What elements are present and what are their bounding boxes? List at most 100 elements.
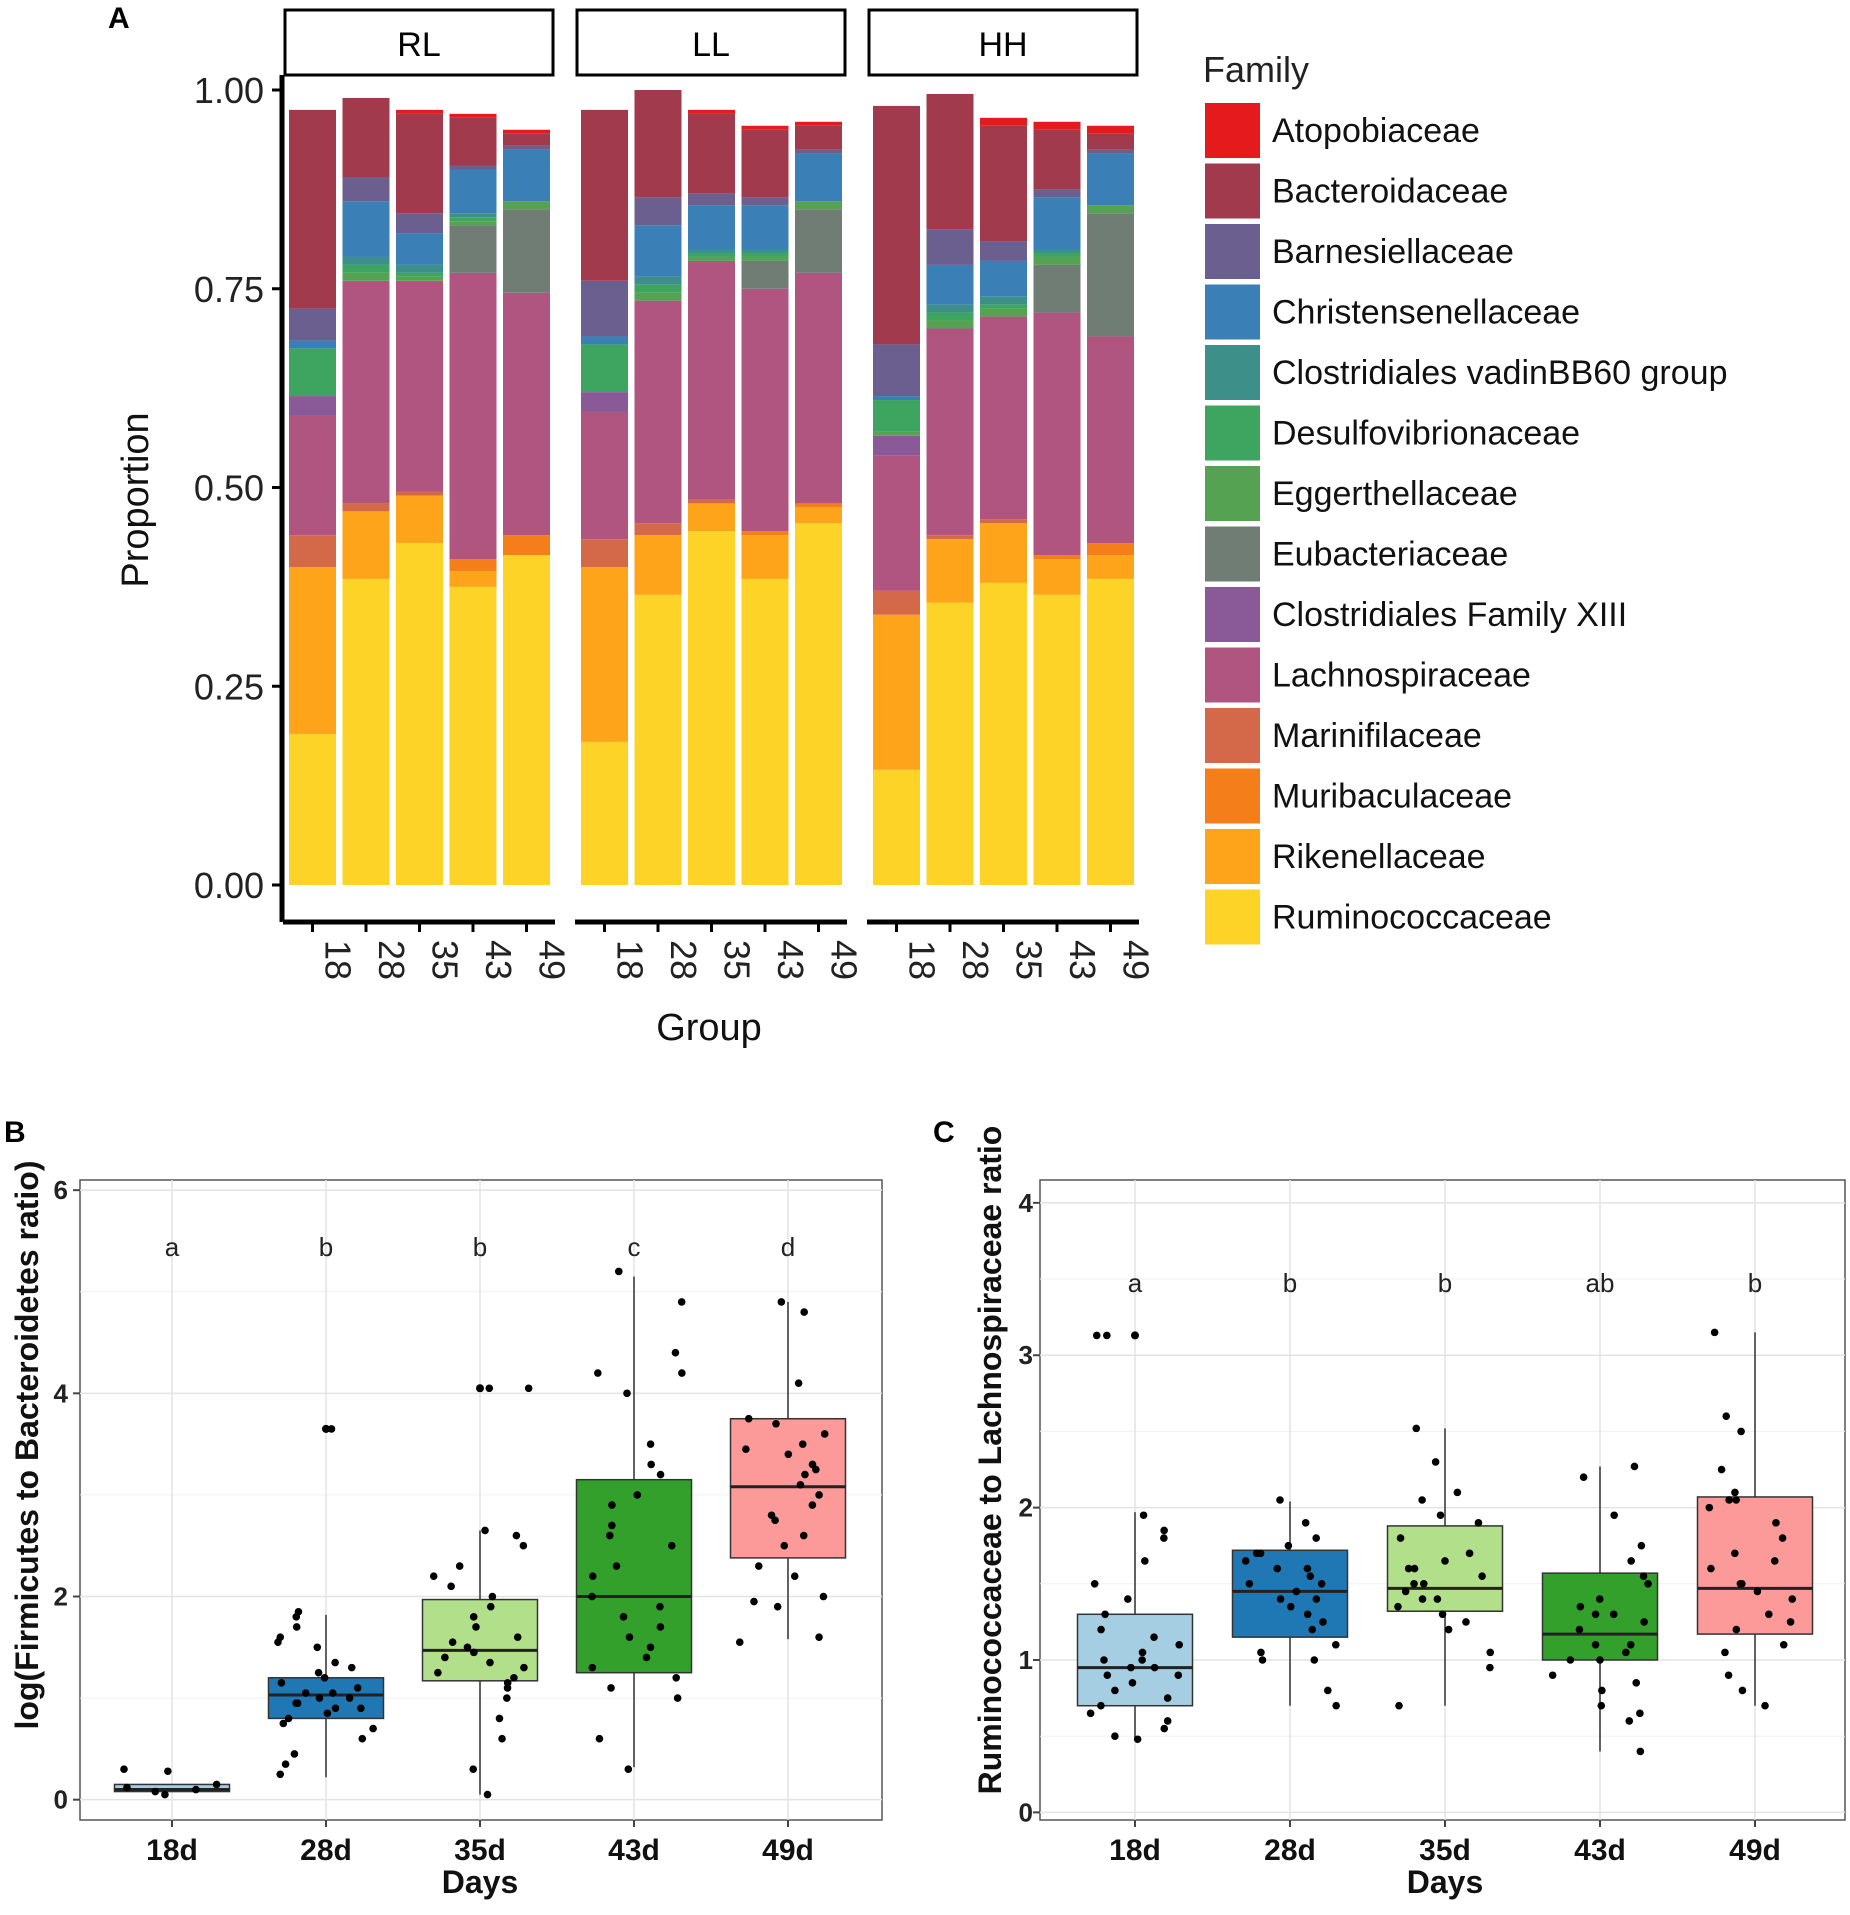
box-35d [1386,1525,1504,1612]
data-point [1174,1671,1183,1680]
data-point [290,1750,299,1758]
legend-swatch [1205,103,1260,158]
bar-segment-christensenellaceae [688,205,735,249]
data-point [315,1694,324,1702]
legend-swatch [1205,224,1260,279]
legend-label: Christensenellaceae [1272,294,1580,332]
data-point [678,1369,686,1377]
data-point [815,1491,823,1499]
data-point [347,1663,356,1672]
bar-segment-christensenellaceae [289,340,336,349]
data-point [1332,1701,1340,1710]
data-point [488,1592,497,1601]
data-point [1731,1488,1739,1497]
data-point [1303,1564,1312,1573]
data-point [520,1663,528,1672]
data-point [470,1648,478,1657]
data-point [1786,1618,1795,1626]
y-tick-label: 3 [1019,1340,1033,1370]
bar-segment-ruminococcaceae [688,531,735,885]
bar-segment-atopobiaceae [980,117,1027,126]
data-point [1092,1331,1101,1340]
data-point [1761,1701,1769,1710]
data-point [677,1298,686,1306]
data-point [608,1521,616,1530]
data-point [1418,1496,1426,1504]
data-point [513,1633,522,1641]
bar-segment-ruminococcaceae [926,602,974,885]
bar-segment-rikenellaceae [396,495,443,544]
bar-segment-clostridiales-vadinbb60-group [926,304,974,313]
data-point [1410,1564,1419,1573]
data-point [276,1770,285,1779]
box-18d [1076,1613,1194,1707]
data-point [1138,1648,1147,1657]
data-point [612,1562,621,1570]
data-point [1630,1462,1639,1471]
box-49d [729,1417,847,1559]
data-point [212,1780,221,1789]
data-point [1128,1679,1137,1687]
bar-segment-lachnospiraceae [634,300,682,524]
bar-segment-clostridiales-vadinbb60-group [1033,249,1081,253]
x-tick-label: 28d [1264,1834,1316,1867]
data-point [369,1724,377,1733]
bar-segment-lachnospiraceae [503,292,550,536]
data-point [1257,1648,1265,1657]
data-point [1724,1671,1733,1680]
bar-segment-barnesiellaceae [503,145,550,150]
data-point [1566,1656,1575,1664]
bar-segment-rikenellaceae [634,535,682,595]
bar-segment-ruminococcaceae [873,769,920,885]
bar-segment-bacteroidaceae [688,113,735,194]
legend-swatch [1205,405,1260,461]
bar-segment-barnesiellaceae [1087,149,1134,154]
bar-segment-lachnospiraceae [396,280,443,492]
facet-strip-label: LL [692,26,730,64]
data-point [469,1765,478,1774]
data-point [1308,1625,1317,1634]
data-point [1596,1656,1604,1664]
data-point [1324,1686,1332,1695]
data-point [667,1541,676,1550]
bar-segment-lachnospiraceae [926,328,974,536]
bar-segment-desulfovibrionaceae [688,252,735,257]
significance-letter: b [1283,1268,1297,1298]
data-point [800,1308,808,1316]
bar-segment-christensenellaceae [1087,153,1134,206]
x-tick-label: 43d [608,1834,660,1867]
data-point [754,1562,763,1570]
bar-segment-ruminococcaceae [634,594,682,885]
y-tick-label: 1.00 [194,70,264,111]
y-tick-label: 0.25 [194,666,264,707]
bar-segment-clostridiales-vadinbb60-group [741,249,789,253]
bar-segment-barnesiellaceae [581,280,628,337]
data-point [1410,1580,1418,1588]
bar-segment-ruminococcaceae [1033,594,1081,885]
data-point [301,1689,310,1697]
data-point [1276,1496,1284,1504]
bar-segment-eubacteriaceae [1033,264,1081,313]
panel-a-stacked-bar-chart: 0.00 0.25 0.50 0.75 1.00 RL 18 28 35 43 49 LL 18 28 3… [115,8,1727,1049]
data-point [1453,1488,1462,1497]
bar-segment-eggerthellaceae [873,431,920,436]
bar-segment-christensenellaceae [980,260,1027,297]
panel-a-facets: RL 18 28 35 43 49 LL 18 28 35 43 49 HH 18 28 35 43 49 [283,8,1157,980]
data-point [607,1684,615,1692]
bar-segment-clostridiales-vadinbb60-group [449,213,497,218]
data-point [1725,1496,1733,1504]
data-point [161,1790,169,1799]
data-point [1312,1534,1320,1542]
legend-label: Clostridiales Family XIII [1272,596,1627,634]
bar-segment-lachnospiraceae [581,411,628,540]
y-tick-label: 2 [1019,1493,1033,1523]
data-point [1090,1580,1099,1588]
bar-segment-christensenellaceae [503,149,550,202]
data-point [313,1643,322,1652]
data-point [277,1679,286,1687]
data-point [1436,1511,1445,1520]
panel-a-legend: Family Atopobiaceae Bacteroidaceae Barnesi… [1203,49,1727,945]
data-point [646,1440,655,1448]
bar-segment-desulfovibrionaceae [926,312,974,321]
data-point [1286,1602,1295,1611]
